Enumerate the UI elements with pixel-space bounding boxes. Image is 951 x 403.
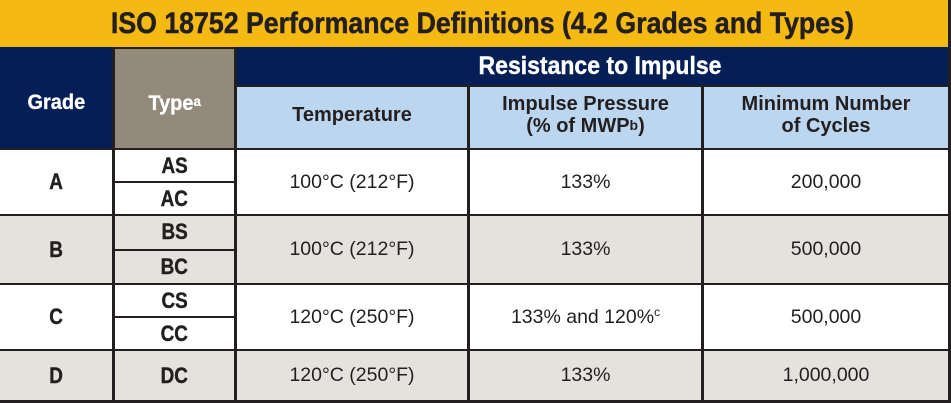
grade-letter-b: B [49,236,63,262]
temperature-cell-b: 100°C (212°F) [237,214,467,283]
type-code-cc: CC [160,320,189,346]
type-subcell-ac: AC [115,183,234,214]
min-cycles-value-a: 200,000 [790,170,862,193]
type-cell-d: DC [112,349,237,400]
grade-column-header: Grade [0,47,112,148]
impulse-footnote-marker-c: c [654,304,661,319]
min-cycles-value-c: 500,000 [790,305,862,328]
type-footnote-marker: a [193,92,201,109]
min-cycles-cell-b: 500,000 [701,214,948,283]
temperature-value-d: 120°C (250°F) [289,364,415,386]
temperature-column-header: Temperature [237,85,467,148]
type-cell-c: CS CC [112,283,237,349]
type-column-header: Typea [112,47,237,148]
temperature-cell-c: 120°C (250°F) [237,283,467,349]
type-code-as: AS [161,152,188,178]
temperature-cell-d: 120°C (250°F) [237,349,467,400]
type-code-bs: BS [161,219,188,245]
grade-cell-b: B [0,214,112,283]
type-subcell-bc: BC [115,251,234,284]
temperature-value-a: 100°C (212°F) [289,170,415,193]
type-code-bc: BC [160,253,189,279]
impulse-pressure-cell-b: 133% [467,214,701,283]
grade-letter-a: A [49,169,63,194]
temperature-value-b: 100°C (212°F) [289,238,415,260]
grade-cell-a: A [0,148,112,214]
type-subcell-cc: CC [115,318,234,349]
impulse-pressure-cell-c: 133% and 120%c [467,283,701,349]
impulse-pressure-value-c: 133% and 120%c [510,304,661,328]
impulse-pressure-cell-d: 133% [467,349,701,400]
resistance-to-impulse-header: Resistance to Impulse [237,47,948,85]
grade-header-label: Grade [27,90,85,114]
type-header-label: Typea [148,91,201,115]
grade-cell-c: C [0,283,112,349]
type-subcell-as: AS [115,150,234,183]
min-cycles-cell-d: 1,000,000 [701,349,948,400]
min-cycles-cell-a: 200,000 [701,148,948,214]
grade-letter-d: D [49,362,63,388]
type-subcell-cs: CS [115,285,234,318]
impulse-pressure-value-d: 133% [560,364,611,386]
impulse-pressure-header-label: Impulse Pressure (% of MWPb) [502,93,669,137]
resistance-to-impulse-label: Resistance to Impulse [478,51,721,80]
title-bar: ISO 18752 Performance Definitions (4.2 G… [0,0,948,47]
grade-letter-c: C [49,304,63,329]
impulse-pressure-column-header: Impulse Pressure (% of MWPb) [467,85,701,148]
min-cycles-value-d: 1,000,000 [782,364,870,386]
impulse-pressure-value-a: 133% [560,170,611,193]
page-title: ISO 18752 Performance Definitions (4.2 G… [110,6,854,40]
min-cycles-column-header: Minimum Number of Cycles [701,85,948,148]
impulse-pressure-cell-a: 133% [467,148,701,214]
type-code-cs: CS [161,287,188,313]
temperature-header-label: Temperature [292,104,412,126]
min-cycles-cell-c: 500,000 [701,283,948,349]
min-cycles-header-label: Minimum Number of Cycles [741,93,911,137]
type-cell-a: AS AC [112,148,237,214]
grade-cell-d: D [0,349,112,400]
type-code-ac: AC [160,185,189,211]
type-subcell-bs: BS [115,216,234,251]
type-code-dc: DC [160,362,189,388]
type-cell-b: BS BC [112,214,237,283]
min-cycles-value-b: 500,000 [790,238,862,260]
temperature-value-c: 120°C (250°F) [289,305,415,328]
temperature-cell-a: 100°C (212°F) [237,148,467,214]
mwp-footnote-marker: b [629,117,639,133]
impulse-pressure-value-b: 133% [560,238,611,260]
